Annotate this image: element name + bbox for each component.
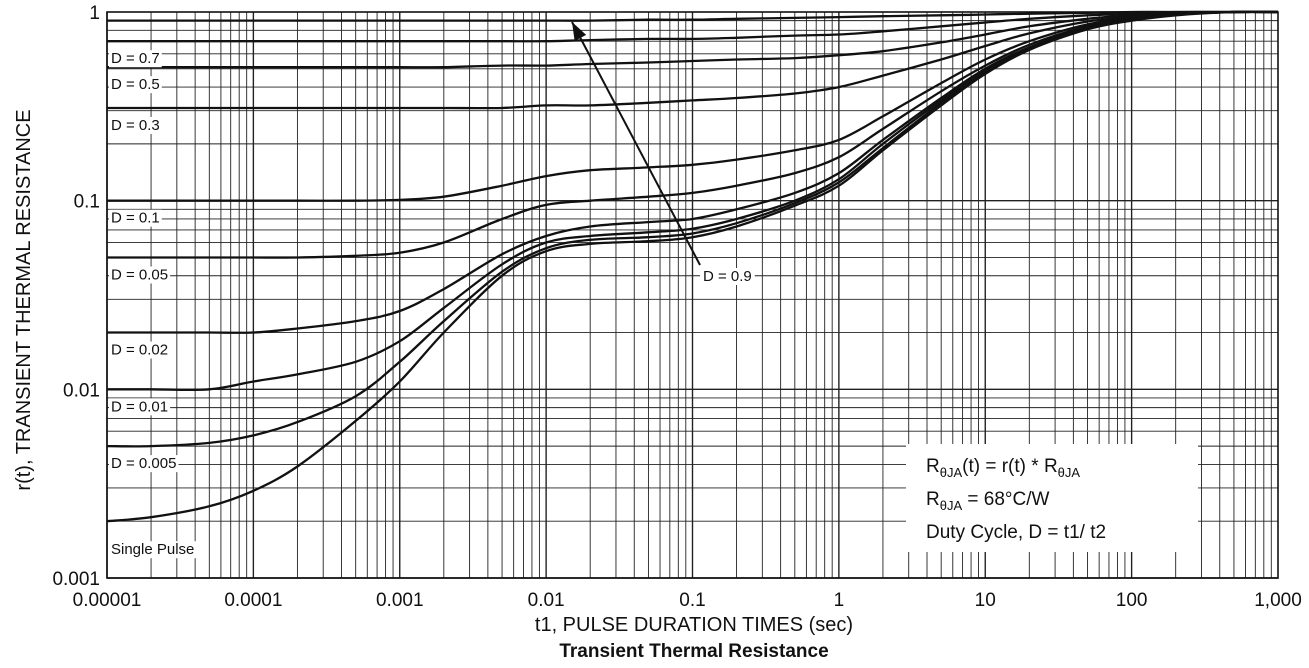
arrow-head xyxy=(572,22,587,41)
d09-arrow: D = 0.9 xyxy=(571,21,755,285)
series-label: D = 0.005 xyxy=(111,455,176,472)
series-line xyxy=(106,10,1278,43)
formula-line-3: Duty Cycle, D = t1/ t2 xyxy=(926,522,1106,543)
arrow-line xyxy=(571,21,701,266)
series-label-bg xyxy=(109,50,162,68)
series-line xyxy=(106,10,1279,523)
x-tick-labels: 0.00001 0.0001 0.001 0.01 0.1 1 10 100 1,000 xyxy=(73,590,1302,611)
series-label-bg xyxy=(109,398,171,416)
formula-line-1: RθJA(t) = r(t) * RθJA xyxy=(926,456,1080,480)
formula-box: RθJA(t) = r(t) * RθJA RθJA = 68°C/W Duty… xyxy=(906,444,1198,552)
chart-caption: Transient Thermal Resistance xyxy=(559,641,828,662)
series-labels: D = 0.7 D = 0.5 D = 0.3 D = 0.1 D = 0.05 D = … xyxy=(109,50,197,559)
y-tick-label: 1 xyxy=(89,3,100,24)
y-tick-label: 0.01 xyxy=(63,380,100,401)
x-tick-label: 0.001 xyxy=(376,590,424,611)
series-label-bg xyxy=(109,541,197,559)
series-label-bg xyxy=(109,209,162,227)
series-label-bg xyxy=(109,76,162,94)
x-tick-label: 0.00001 xyxy=(73,590,142,611)
series-line xyxy=(106,10,1279,110)
series-label: D = 0.7 xyxy=(111,50,160,67)
series-label-bg xyxy=(109,455,179,473)
arrow-label-bg xyxy=(700,268,755,285)
plot-frame xyxy=(106,11,1279,579)
series-label-bg xyxy=(109,266,171,284)
x-tick-label: 0.0001 xyxy=(224,590,282,611)
x-tick-label: 10 xyxy=(975,590,996,611)
series-line xyxy=(107,10,1279,69)
series-label: D = 0.3 xyxy=(111,117,160,134)
x-tick-label: 1 xyxy=(834,590,845,611)
series-label-bg xyxy=(109,116,162,134)
arrow-label: D = 0.9 xyxy=(703,268,752,285)
formula-line-2: RθJA = 68°C/W xyxy=(926,489,1050,513)
grid xyxy=(106,12,1278,579)
series-label: D = 0.05 xyxy=(111,266,168,283)
y-tick-labels: 0.001 0.01 0.1 1 xyxy=(52,3,100,590)
x-tick-label: 0.01 xyxy=(528,590,565,611)
x-axis-title: t1, PULSE DURATION TIMES (sec) xyxy=(535,614,853,636)
series-label-bg xyxy=(109,341,171,359)
x-tick-label: 100 xyxy=(1116,590,1148,611)
series-label: D = 0.01 xyxy=(111,398,168,415)
x-tick-label: 0.1 xyxy=(679,590,705,611)
series-line xyxy=(106,10,1278,22)
y-tick-label: 0.1 xyxy=(74,192,100,213)
series-line xyxy=(106,10,1279,202)
y-tick-label: 0.001 xyxy=(52,569,100,590)
formula-box-bg xyxy=(906,444,1198,552)
y-axis-title: r(t), TRANSIENT THERMAL RESISTANCE xyxy=(13,109,35,490)
series-label: D = 0.5 xyxy=(111,76,160,93)
series-label: D = 0.02 xyxy=(111,342,168,359)
x-tick-label: 1,000 xyxy=(1254,590,1302,611)
series-label: Single Pulse xyxy=(111,541,194,558)
series-layer xyxy=(106,10,1279,523)
series-label: D = 0.1 xyxy=(111,210,160,227)
